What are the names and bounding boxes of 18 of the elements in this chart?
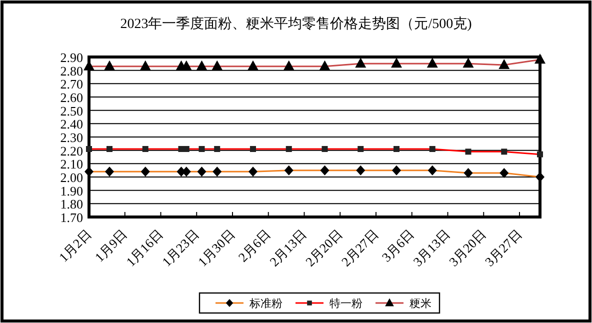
ytick: 2.40: [60, 116, 83, 132]
ytick: 2.20: [60, 143, 83, 158]
ytick: 1.90: [60, 183, 83, 198]
ytick: 1.70: [60, 210, 83, 225]
legend-label: 特一粉: [330, 298, 362, 310]
ytick: 2.30: [60, 130, 83, 145]
ytick: 2.80: [60, 63, 83, 78]
ytick: 2.00: [60, 170, 83, 185]
legend-label: 粳米: [410, 297, 432, 310]
xtick: 1月2日: [56, 226, 94, 265]
title: 2023年一季度面粉、粳米平均零售价格走势图（元/500克): [120, 17, 472, 32]
ytick: 2.90: [60, 50, 83, 65]
ytick: 2.10: [60, 156, 83, 172]
ytick: 1.80: [60, 196, 83, 212]
ytick: 2.50: [60, 103, 83, 118]
ytick: 2.60: [60, 90, 83, 105]
ytick: 2.70: [60, 76, 83, 92]
legend-label: 标准粉: [248, 297, 282, 310]
